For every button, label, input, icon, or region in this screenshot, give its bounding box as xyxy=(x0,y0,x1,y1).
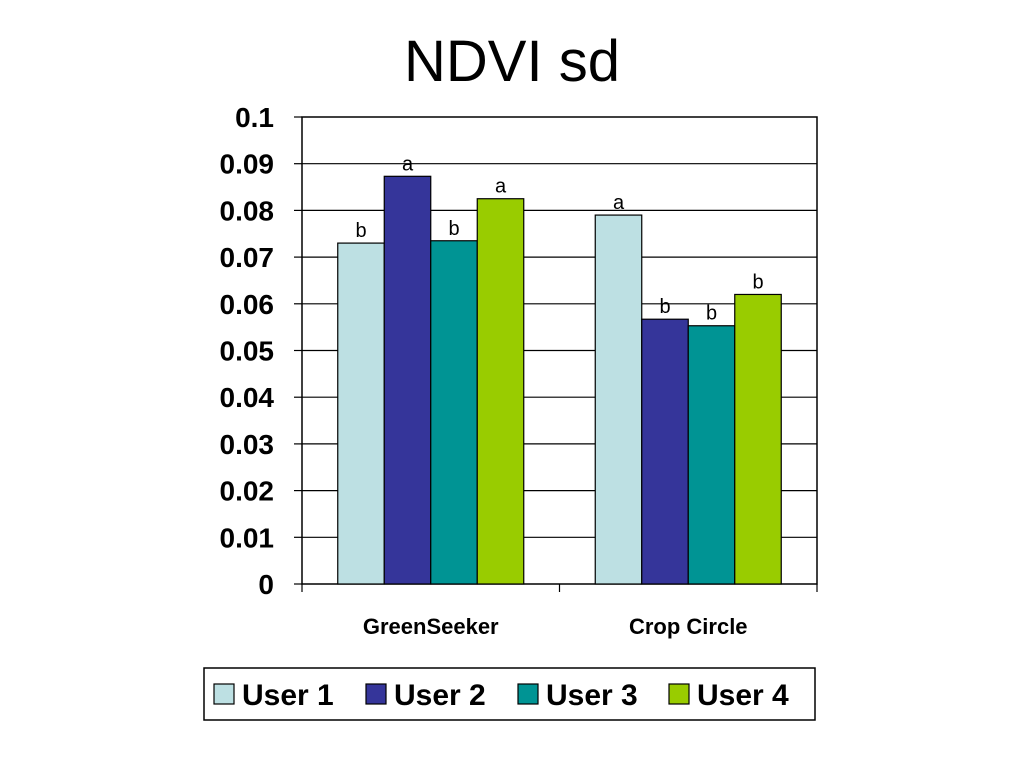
y-tick-label: 0.01 xyxy=(220,522,275,553)
legend-label: User 1 xyxy=(242,679,334,712)
legend-label: User 3 xyxy=(546,679,638,712)
bar-significance-label: b xyxy=(706,303,717,325)
legend-swatch xyxy=(213,683,235,705)
bar xyxy=(641,318,689,585)
y-tick-label: 0.03 xyxy=(220,429,275,460)
legend-swatch xyxy=(668,683,690,705)
bar-significance-label: b xyxy=(355,220,366,242)
bar-significance-label: b xyxy=(659,296,670,318)
bar-significance-label: a xyxy=(402,153,414,175)
legend-label: User 2 xyxy=(394,679,486,712)
bar-significance-label: a xyxy=(495,176,507,198)
bar xyxy=(383,175,432,585)
legend xyxy=(203,667,816,721)
bar-significance-label: a xyxy=(613,192,625,214)
y-tick-label: 0.06 xyxy=(220,289,275,320)
bar-significance-label: b xyxy=(448,218,459,240)
bar xyxy=(337,242,385,585)
bar-significance-label: b xyxy=(752,271,763,293)
y-tick-label: 0 xyxy=(258,569,274,600)
bar xyxy=(430,240,478,585)
legend-swatch xyxy=(365,683,387,705)
chart-title: NDVI sd xyxy=(404,29,620,94)
bar xyxy=(476,198,525,585)
legend-label: User 4 xyxy=(697,679,789,712)
y-tick-label: 0.04 xyxy=(220,382,275,413)
x-tick-label: GreenSeeker xyxy=(363,614,499,639)
bar xyxy=(734,293,782,585)
y-tick-label: 0.09 xyxy=(220,149,275,180)
x-tick-label: Crop Circle xyxy=(629,614,748,639)
y-tick-label: 0.02 xyxy=(220,476,275,507)
bar xyxy=(594,214,643,585)
y-tick-label: 0.08 xyxy=(220,195,275,226)
legend-swatch xyxy=(517,683,539,705)
bar xyxy=(687,325,736,585)
y-tick-label: 0.1 xyxy=(235,102,274,133)
y-tick-label: 0.05 xyxy=(220,336,275,367)
y-tick-label: 0.07 xyxy=(220,242,275,273)
